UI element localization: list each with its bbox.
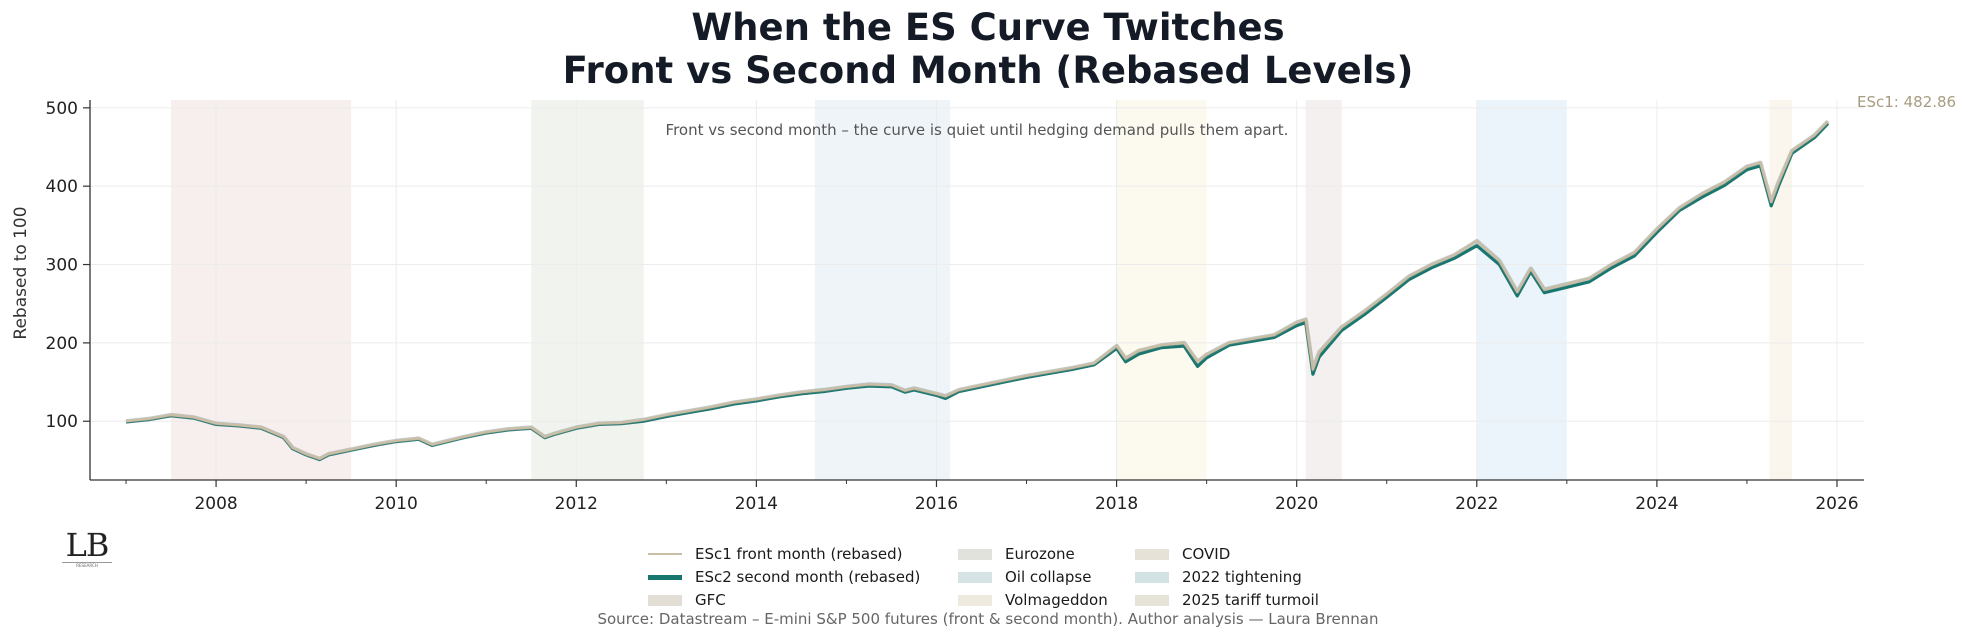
x-tick-label-2024: 2024: [1635, 494, 1678, 514]
x-tick-label-2012: 2012: [555, 494, 598, 514]
legend: ESc1 front month (rebased) Eurozone COVI…: [648, 543, 1335, 611]
shaded-band-gfc: [171, 100, 352, 480]
logo-subtitle: RESEARCH: [62, 562, 112, 569]
logo: LB RESEARCH: [62, 528, 112, 569]
legend-item-2022-tightening: 2022 tightening: [1135, 566, 1335, 588]
gridlines: [90, 100, 1864, 480]
source-note: Source: Datastream – E-mini S&P 500 futu…: [597, 610, 1379, 628]
legend-swatch-2022-tightening: [1135, 571, 1169, 583]
legend-swatch-oil-collapse: [958, 571, 992, 583]
x-tick-label-2026: 2026: [1815, 494, 1858, 514]
legend-label-2022-tightening: 2022 tightening: [1182, 568, 1302, 586]
y-tick-label-400: 400: [46, 177, 78, 197]
legend-item-oil-collapse: Oil collapse: [958, 566, 1135, 588]
x-tick-label-2008: 2008: [194, 494, 237, 514]
y-tick-label-200: 200: [46, 334, 78, 354]
y-tick-label-300: 300: [46, 256, 78, 276]
legend-swatch-second: [648, 574, 682, 580]
legend-item-2025-tariff-turmoil: 2025 tariff turmoil: [1135, 589, 1335, 611]
legend-item-front: ESc1 front month (rebased): [648, 543, 958, 565]
tick-labels: 2008 2010 2012 2014 2016 2018 2020 2022 2024 2026…: [46, 99, 1859, 514]
legend-swatch-volmageddon: [958, 594, 992, 606]
chart-title-line-1: When the ES Curve Twitches: [691, 6, 1285, 49]
shaded-band-volmageddon: [1116, 100, 1207, 480]
legend-label-volmageddon: Volmageddon: [1005, 591, 1108, 609]
shaded-band-eurozone: [531, 100, 644, 480]
legend-label-gfc: GFC: [695, 591, 726, 609]
chart-title-line-2: Front vs Second Month (Rebased Levels): [562, 49, 1414, 92]
legend-item-gfc: GFC: [648, 589, 958, 611]
logo-mark: LB: [65, 526, 110, 564]
legend-label-second: ESc2 second month (rebased): [695, 568, 921, 586]
x-tick-label-2014: 2014: [735, 494, 778, 514]
y-axis-label: Rebased to 100: [11, 206, 31, 339]
legend-swatch-covid: [1135, 548, 1169, 560]
legend-item-covid: COVID: [1135, 543, 1335, 565]
axes: [89, 100, 1864, 481]
x-tick-label-2016: 2016: [915, 494, 958, 514]
legend-label-covid: COVID: [1182, 545, 1231, 563]
legend-label-eurozone: Eurozone: [1005, 545, 1075, 563]
x-tick-label-2018: 2018: [1095, 494, 1138, 514]
legend-swatch-eurozone: [958, 548, 992, 560]
x-tick-label-2020: 2020: [1275, 494, 1318, 514]
legend-label-oil-collapse: Oil collapse: [1005, 568, 1092, 586]
shaded-band-oil-collapse: [814, 100, 950, 480]
y-tick-label-500: 500: [46, 99, 78, 119]
x-tick-label-2022: 2022: [1455, 494, 1498, 514]
end-value-label: ESc1: 482.86: [1857, 93, 1956, 111]
x-tick-label-2010: 2010: [375, 494, 418, 514]
legend-item-eurozone: Eurozone: [958, 543, 1135, 565]
chart-annotation: Front vs second month – the curve is qui…: [666, 121, 1289, 139]
series-line-front-month: [125, 120, 1829, 460]
legend-swatch-gfc: [648, 594, 682, 606]
chart-title: When the ES Curve Twitches Front vs Seco…: [0, 6, 1976, 92]
shaded-band-covid: [1305, 100, 1342, 480]
legend-item-second: ESc2 second month (rebased): [648, 566, 958, 588]
legend-label-front: ESc1 front month (rebased): [695, 545, 903, 563]
legend-swatch-2025-tariff-turmoil: [1135, 594, 1169, 606]
legend-label-2025-tariff-turmoil: 2025 tariff turmoil: [1182, 591, 1319, 609]
series-line-front-month-outline: [125, 119, 1830, 461]
legend-swatch-front: [648, 553, 682, 555]
y-tick-label-100: 100: [46, 412, 78, 432]
series-lines: [125, 119, 1830, 462]
series-line-second-month: [125, 122, 1830, 462]
legend-item-volmageddon: Volmageddon: [958, 589, 1135, 611]
